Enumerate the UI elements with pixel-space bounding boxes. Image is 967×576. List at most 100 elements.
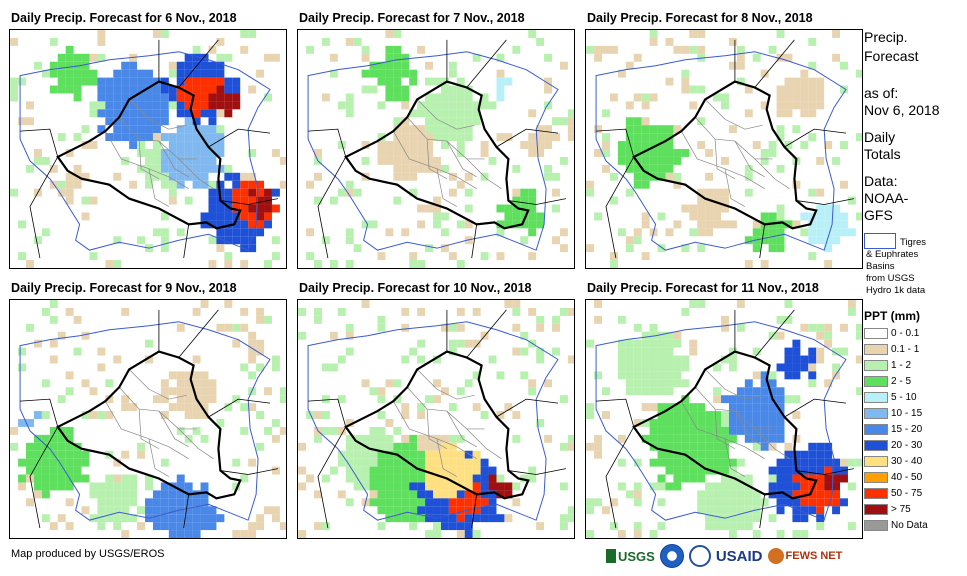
precip-cell	[232, 196, 241, 205]
precip-cell	[536, 323, 545, 332]
precip-cell	[105, 101, 114, 110]
precip-cell	[824, 236, 833, 245]
precip-cell	[298, 307, 307, 316]
precip-cell	[512, 164, 521, 173]
precip-cell	[417, 458, 426, 467]
precip-cell	[792, 506, 801, 515]
precip-cell	[200, 522, 209, 531]
precip-cell	[448, 490, 457, 499]
precip-cell	[401, 93, 410, 102]
precip-cell	[800, 530, 809, 538]
precip-cell	[393, 156, 402, 165]
precip-cell	[417, 164, 426, 173]
precip-cell	[816, 482, 825, 491]
precip-cell	[208, 85, 217, 94]
precip-cell	[393, 125, 402, 134]
precip-cell	[768, 149, 777, 157]
precip-cell	[641, 339, 650, 348]
precip-cell	[713, 466, 722, 475]
precip-cell	[697, 411, 706, 419]
precip-cell	[377, 149, 386, 157]
precip-cell	[559, 61, 568, 70]
precip-cell	[337, 395, 346, 404]
precip-cell	[200, 172, 209, 181]
precip-cell	[721, 411, 729, 419]
precip-cell	[472, 466, 481, 475]
precip-cell	[736, 300, 745, 308]
precip-cell	[480, 141, 489, 149]
precip-cell	[744, 236, 753, 245]
precip-cell	[657, 403, 666, 412]
precip-cell	[633, 228, 642, 237]
precip-cell	[832, 466, 841, 475]
precip-cell	[760, 260, 769, 268]
precip-cell	[81, 61, 90, 70]
precip-cell	[697, 204, 706, 213]
precip-cell	[97, 411, 106, 419]
precip-cell	[377, 450, 386, 459]
precip-cell	[216, 220, 225, 229]
precip-cell	[152, 101, 161, 110]
precip-cell	[713, 490, 722, 499]
precip-cell	[641, 125, 650, 134]
precip-cell	[456, 530, 465, 538]
precip-cell	[361, 474, 370, 483]
precip-cell	[176, 133, 185, 142]
precip-cell	[345, 109, 354, 118]
noaa-logo-icon	[659, 544, 684, 568]
precip-cell	[208, 506, 217, 515]
precip-cell	[176, 323, 185, 332]
precip-cell	[657, 164, 666, 173]
precip-cell	[65, 149, 74, 157]
precip-cell	[633, 458, 642, 467]
precip-cell	[145, 498, 153, 507]
precip-cell	[784, 53, 793, 62]
precip-cell	[271, 466, 280, 475]
precip-cell	[377, 442, 386, 451]
precip-cell	[633, 53, 642, 62]
precip-cell	[393, 77, 402, 86]
precip-cell	[800, 101, 809, 110]
province-boundary	[138, 409, 160, 450]
precip-cell	[721, 188, 729, 197]
precip-cell	[649, 379, 658, 388]
precip-cell	[152, 117, 161, 126]
precip-cell	[602, 149, 610, 157]
precip-cell	[41, 482, 50, 491]
precip-cell	[137, 522, 146, 531]
precip-cell	[26, 260, 34, 268]
precip-cell	[208, 522, 217, 531]
precip-cell	[456, 323, 465, 332]
precip-cell	[192, 403, 201, 412]
precip-cell	[81, 411, 90, 419]
precip-cell	[625, 347, 634, 356]
precip-cell	[721, 323, 729, 332]
precip-cell	[602, 141, 610, 149]
precip-cell	[240, 188, 249, 197]
precip-cell	[248, 522, 257, 531]
precip-cell	[168, 498, 177, 507]
precip-cell	[240, 228, 249, 237]
precip-cell	[73, 77, 82, 86]
precip-cell	[248, 458, 257, 467]
precip-cell	[808, 442, 817, 451]
precip-cell	[401, 61, 410, 70]
precip-cell	[176, 93, 185, 102]
precip-cell	[784, 355, 793, 364]
precip-cell	[433, 77, 441, 86]
precip-cell	[728, 506, 737, 515]
precip-cell	[855, 355, 862, 364]
precip-cell	[417, 490, 426, 499]
precip-cell	[121, 506, 130, 515]
precip-cell	[409, 482, 418, 491]
precip-cell	[393, 117, 402, 126]
precip-cell	[18, 419, 27, 427]
precip-cell	[105, 133, 114, 142]
precip-cell	[113, 101, 122, 110]
precip-cell	[792, 498, 801, 507]
precip-cell	[721, 474, 729, 483]
precip-cell	[409, 156, 418, 165]
precip-cell	[504, 514, 513, 523]
precip-cell	[768, 371, 777, 380]
precip-cell	[377, 141, 386, 149]
